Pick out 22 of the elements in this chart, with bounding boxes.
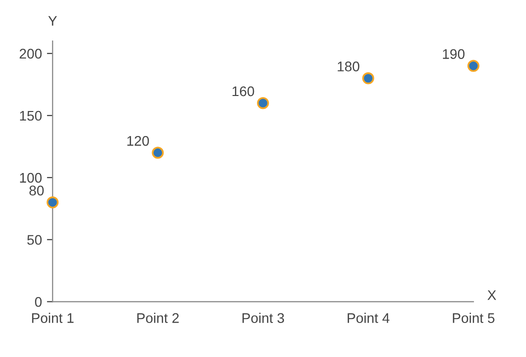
x-tick-label: Point 2	[137, 312, 179, 323]
y-axis-title: Y	[48, 16, 57, 26]
y-tick-label: 150	[20, 110, 42, 121]
data-label: 80	[29, 186, 44, 196]
data-label: 160	[232, 86, 254, 96]
data-label: 190	[442, 49, 465, 59]
y-tick-label: 0	[35, 297, 42, 307]
point	[362, 72, 374, 84]
x-axis-title: X	[487, 290, 496, 300]
y-tick-label: 50	[27, 234, 42, 245]
y-tick-label: 200	[20, 48, 42, 59]
data-label: 180	[338, 62, 360, 72]
point	[152, 146, 164, 159]
x-tick-label: Point 4	[348, 312, 390, 323]
x-tick-label: Point 3	[242, 312, 284, 323]
x-tick-label: Point 5	[452, 312, 494, 323]
point	[467, 60, 480, 72]
data-label: 120	[127, 136, 149, 146]
point	[46, 196, 59, 208]
point	[257, 97, 269, 110]
y-tick-label: 100	[20, 172, 42, 183]
x-tick-label: Point 1	[32, 312, 74, 323]
